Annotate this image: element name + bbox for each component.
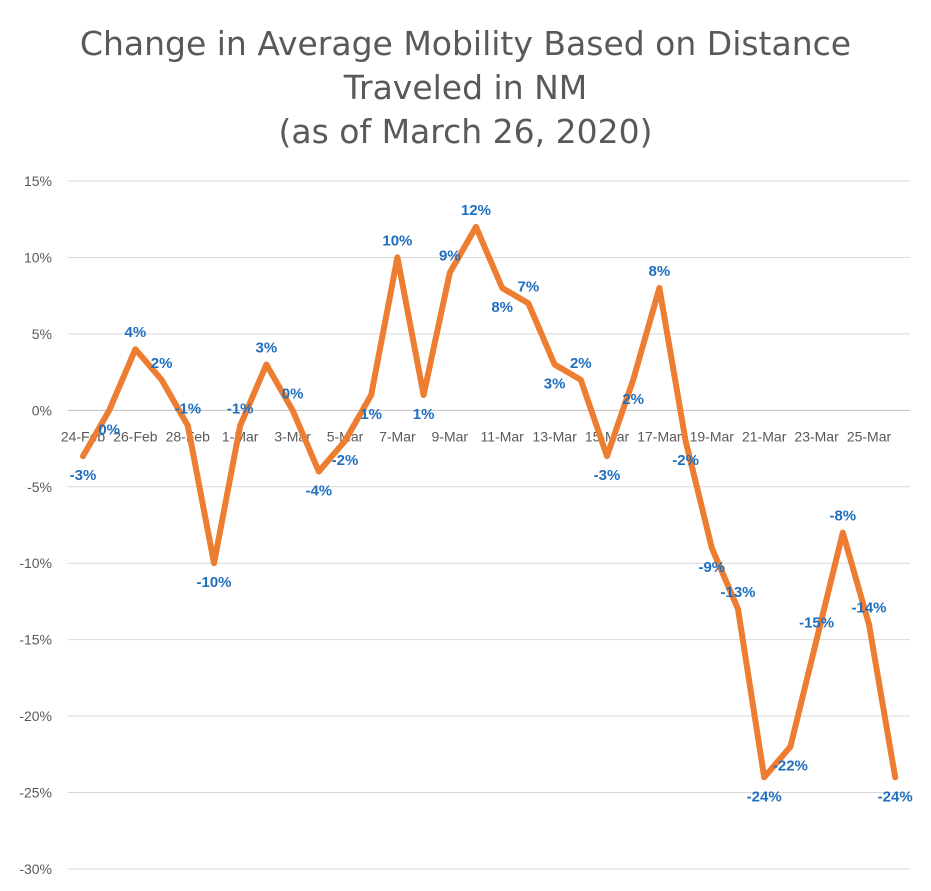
x-tick-label: 7-Mar [379, 428, 416, 444]
y-tick-label: -20% [19, 708, 52, 724]
x-tick-label: 26-Feb [113, 428, 158, 444]
data-label: -22% [773, 758, 808, 775]
data-label: 1% [413, 406, 435, 423]
data-label: -14% [851, 599, 886, 616]
x-tick-label: 19-Mar [690, 428, 735, 444]
x-tick-label: 25-Mar [847, 428, 892, 444]
data-label: 3% [544, 375, 566, 392]
chart-title-line-1: Change in Average Mobility Based on Dist… [79, 24, 852, 63]
data-label: 7% [518, 278, 540, 295]
data-label: 10% [382, 232, 412, 249]
data-label: -15% [799, 615, 834, 632]
x-tick-label: 11-Mar [481, 428, 525, 444]
x-tick-label: 23-Mar [794, 428, 839, 444]
series-line [80, 223, 899, 781]
x-tick-label: 17-Mar [637, 428, 682, 444]
y-tick-label: -5% [27, 479, 52, 495]
data-label: 2% [570, 355, 592, 372]
data-label: 0% [98, 421, 120, 438]
data-label: -2% [332, 452, 359, 469]
data-label: -1% [174, 401, 201, 418]
data-label: 1% [360, 406, 382, 423]
data-label: 2% [622, 391, 644, 408]
chart-title-line-3: (as of March 26, 2020) [278, 112, 653, 151]
y-tick-label: 10% [24, 249, 52, 265]
y-tick-label: -30% [19, 861, 52, 877]
y-tick-label: 0% [32, 402, 52, 418]
y-tick-label: 5% [32, 326, 52, 342]
data-label: -1% [227, 401, 254, 418]
chart-title: Change in Average Mobility Based on Dist… [0, 22, 931, 154]
data-label: 8% [649, 263, 671, 280]
data-label: 3% [256, 339, 278, 356]
data-label: 2% [151, 355, 173, 372]
data-label: -3% [594, 467, 621, 484]
y-tick-label: 15% [24, 173, 52, 189]
data-label: -13% [720, 584, 755, 601]
data-label: 4% [125, 324, 147, 341]
data-label: -4% [305, 482, 332, 499]
data-label: -9% [698, 559, 725, 576]
data-label: -24% [747, 788, 782, 805]
data-label: -2% [672, 452, 699, 469]
data-label: -8% [829, 508, 856, 525]
data-label: 8% [491, 299, 513, 316]
x-tick-label: 15-Mar [585, 428, 630, 444]
data-label: -24% [878, 788, 913, 805]
x-tick-label: 13-Mar [532, 428, 577, 444]
y-tick-label: -25% [19, 785, 52, 801]
x-tick-label: 9-Mar [432, 428, 469, 444]
data-label: 9% [439, 248, 461, 265]
chart-title-line-2: Traveled in NM [343, 68, 588, 107]
x-tick-label: 21-Mar [742, 428, 787, 444]
data-label: -10% [196, 574, 231, 591]
data-label: 12% [461, 202, 491, 219]
y-tick-label: -15% [19, 632, 52, 648]
y-tick-label: -10% [19, 555, 52, 571]
data-label: -3% [70, 467, 97, 484]
data-label: 0% [282, 385, 304, 402]
